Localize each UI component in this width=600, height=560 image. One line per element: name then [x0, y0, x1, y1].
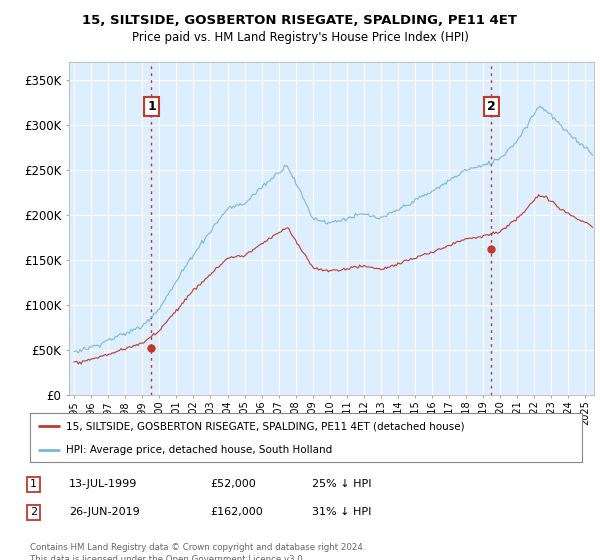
Text: 15, SILTSIDE, GOSBERTON RISEGATE, SPALDING, PE11 4ET: 15, SILTSIDE, GOSBERTON RISEGATE, SPALDI…: [83, 14, 517, 27]
Text: 25% ↓ HPI: 25% ↓ HPI: [312, 479, 371, 489]
Text: 26-JUN-2019: 26-JUN-2019: [69, 507, 140, 517]
Text: 1: 1: [30, 479, 37, 489]
Text: Price paid vs. HM Land Registry's House Price Index (HPI): Price paid vs. HM Land Registry's House …: [131, 31, 469, 44]
Text: 13-JUL-1999: 13-JUL-1999: [69, 479, 137, 489]
Text: 31% ↓ HPI: 31% ↓ HPI: [312, 507, 371, 517]
Text: £162,000: £162,000: [210, 507, 263, 517]
Text: 2: 2: [30, 507, 37, 517]
Text: £52,000: £52,000: [210, 479, 256, 489]
Text: HPI: Average price, detached house, South Holland: HPI: Average price, detached house, Sout…: [66, 445, 332, 455]
Text: 2: 2: [487, 100, 496, 113]
Text: 1: 1: [147, 100, 156, 113]
Text: 15, SILTSIDE, GOSBERTON RISEGATE, SPALDING, PE11 4ET (detached house): 15, SILTSIDE, GOSBERTON RISEGATE, SPALDI…: [66, 421, 464, 431]
Text: Contains HM Land Registry data © Crown copyright and database right 2024.
This d: Contains HM Land Registry data © Crown c…: [30, 543, 365, 560]
